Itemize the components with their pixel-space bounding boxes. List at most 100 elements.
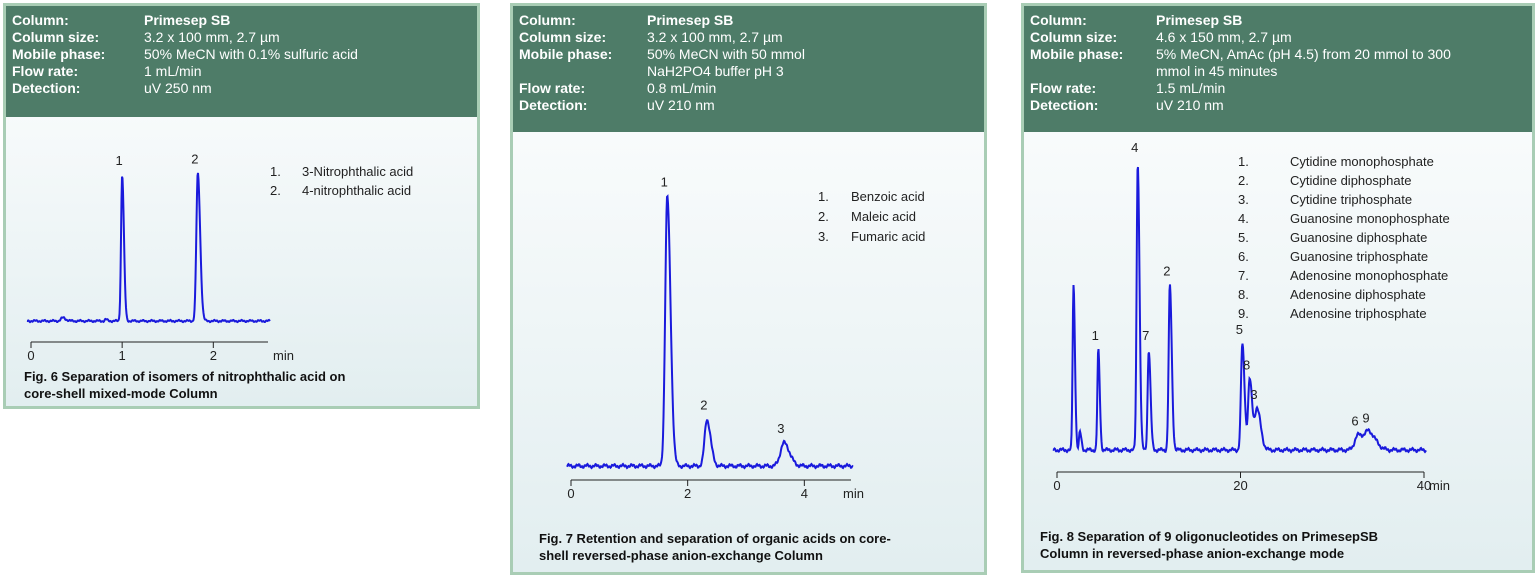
- legend-number: 5.: [1238, 230, 1249, 245]
- header-value: 0.8 mL/min: [647, 80, 717, 96]
- header-label: [519, 63, 647, 80]
- legend-number: 2.: [818, 209, 829, 224]
- header-row: NaH2PO4 buffer pH 3: [519, 63, 976, 80]
- header-label: Column:: [1030, 12, 1087, 28]
- header-value: 1 mL/min: [144, 63, 202, 79]
- header-label: Flow rate:: [12, 63, 79, 79]
- header-label: Column:: [519, 12, 576, 28]
- header-value: Primesep SB: [1156, 12, 1243, 28]
- chromatogram-panel-1: Column: Primesep SB Column size: 3.2 x 100…: [3, 3, 480, 409]
- header-value: uV 210 nm: [647, 97, 715, 113]
- peak-label: 8: [1243, 357, 1250, 372]
- legend-number: 7.: [1238, 268, 1249, 283]
- chromatogram-trace: [26, 172, 271, 324]
- chromatogram-trace: [1052, 166, 1427, 454]
- header-row: Mobile phase: 50% MeCN with 50 mmol: [519, 46, 976, 63]
- legend-number: 1.: [818, 189, 829, 204]
- x-tick-label: 20: [1233, 478, 1247, 493]
- header-row: Flow rate: 1.5 mL/min: [1030, 80, 1524, 97]
- header-value: 50% MeCN with 50 mmol: [647, 46, 805, 62]
- legend-number: 6.: [1238, 249, 1249, 264]
- header-value: mmol in 45 minutes: [1156, 63, 1278, 79]
- header-value: 5% MeCN, AmAc (pH 4.5) from 20 mmol to 3…: [1156, 46, 1451, 62]
- header-value: NaH2PO4 buffer pH 3: [647, 63, 784, 79]
- x-axis-label: min: [843, 486, 864, 501]
- header-value: 3.2 x 100 mm, 2.7 µm: [647, 29, 783, 45]
- figure-caption: Fig. 7 Retention and separation of organ…: [539, 530, 891, 564]
- legend-number: 2.: [1238, 173, 1249, 188]
- chromatogram-panel-3: Column: Primesep SB Column size: 4.6 x 15…: [1021, 3, 1535, 573]
- conditions-header: Column: Primesep SB Column size: 3.2 x 10…: [513, 6, 984, 132]
- caption-line: Fig. 6 Separation of isomers of nitropht…: [24, 369, 346, 384]
- header-label: Detection:: [1030, 97, 1099, 113]
- chromatogram-trace: [566, 194, 854, 470]
- header-row: Flow rate: 1 mL/min: [12, 63, 469, 80]
- peak-label: 1: [1092, 328, 1099, 343]
- header-row: Detection: uV 250 nm: [12, 80, 469, 97]
- legend-entry: Cytidine triphosphate: [1290, 192, 1412, 207]
- header-row: Column size: 3.2 x 100 mm, 2.7 µm: [12, 29, 469, 46]
- legend-number: 3.: [1238, 192, 1249, 207]
- peak-label: 2: [1163, 263, 1170, 278]
- x-tick-label: 4: [801, 486, 808, 501]
- header-label: [1030, 63, 1156, 80]
- x-tick-label: 2: [684, 486, 691, 501]
- figure-caption: Fig. 6 Separation of isomers of nitropht…: [24, 368, 345, 402]
- legend-entry: Adenosine monophosphate: [1290, 268, 1448, 283]
- header-row: mmol in 45 minutes: [1030, 63, 1524, 80]
- peak-label: 2: [191, 151, 198, 166]
- legend-number: 4.: [1238, 211, 1249, 226]
- legend-entry: Adenosine diphosphate: [1290, 287, 1426, 302]
- legend-entry: Cytidine diphosphate: [1290, 173, 1411, 188]
- peak-label: 1: [116, 153, 123, 168]
- x-tick-label: 2: [210, 348, 217, 363]
- header-value: Primesep SB: [144, 12, 231, 28]
- chromatogram-panel-2: Column: Primesep SB Column size: 3.2 x 10…: [510, 3, 987, 575]
- legend-entry: Fumaric acid: [851, 229, 925, 244]
- legend-entry: Guanosine monophosphate: [1290, 211, 1450, 226]
- header-label: Column:: [12, 12, 69, 28]
- header-value: 50% MeCN with 0.1% sulfuric acid: [144, 46, 358, 62]
- legend-entry: Benzoic acid: [851, 189, 925, 204]
- header-label: Mobile phase:: [519, 46, 613, 62]
- legend-entry: Guanosine triphosphate: [1290, 249, 1428, 264]
- peak-label: 7: [1142, 328, 1149, 343]
- x-axis-label: min: [273, 348, 294, 363]
- legend-number: 8.: [1238, 287, 1249, 302]
- peak-label: 6: [1351, 413, 1358, 428]
- header-row: Column: Primesep SB: [519, 12, 976, 29]
- x-axis-label: min: [1429, 478, 1450, 493]
- peak-label: 1: [661, 174, 668, 189]
- legend-entry: Maleic acid: [851, 209, 916, 224]
- legend-number: 3.: [818, 229, 829, 244]
- legend-entry: Adenosine triphosphate: [1290, 306, 1427, 321]
- caption-line: Fig. 8 Separation of 9 oligonucleotides …: [1040, 529, 1379, 544]
- x-tick-label: 0: [567, 486, 574, 501]
- chromatogram-chart: 0 2 4 min 1 2 3 1. Benzoic acid 2. Maleic acid 3. Fu…: [566, 174, 925, 501]
- caption-line: core-shell mixed-mode Column: [24, 386, 218, 401]
- header-value: uV 210 nm: [1156, 97, 1224, 113]
- header-row: Column: Primesep SB: [1030, 12, 1524, 29]
- header-row: Column: Primesep SB: [12, 12, 469, 29]
- header-row: Column size: 4.6 x 150 mm, 2.7 µm: [1030, 29, 1524, 46]
- peak-label: 4: [1131, 140, 1138, 155]
- x-tick-label: 0: [1053, 478, 1060, 493]
- x-tick-label: 40: [1417, 478, 1431, 493]
- header-label: Flow rate:: [519, 80, 586, 96]
- caption-line: Column in reversed-phase anion-exchange …: [1040, 546, 1345, 561]
- legend-number: 1.: [270, 164, 281, 179]
- caption-line: Fig. 7 Retention and separation of organ…: [539, 531, 891, 546]
- peak-label: 3: [777, 421, 784, 436]
- header-value: 4.6 x 150 mm, 2.7 µm: [1156, 29, 1292, 45]
- peak-label: 9: [1362, 410, 1369, 425]
- legend-entry: Guanosine diphosphate: [1290, 230, 1427, 245]
- header-label: Detection:: [12, 80, 81, 96]
- x-tick-label: 0: [27, 348, 34, 363]
- header-label: Column size:: [12, 29, 100, 45]
- header-value: Primesep SB: [647, 12, 734, 28]
- x-tick-label: 1: [119, 348, 126, 363]
- header-row: Mobile phase: 50% MeCN with 0.1% sulfuric…: [12, 46, 469, 63]
- chromatogram-chart: 0 1 2 min 1 2 1. 3-Nitrophthalic acid 2. 4-nitrop…: [26, 151, 413, 363]
- header-label: Mobile phase:: [12, 46, 106, 62]
